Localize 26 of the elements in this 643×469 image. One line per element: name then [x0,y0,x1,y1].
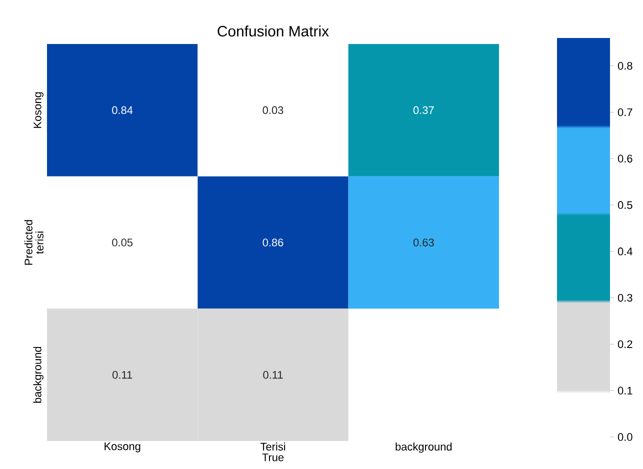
data-label: 0.84 [112,106,133,114]
x-tick-label: Kosong [104,442,140,452]
color-bar-label: 0.8 [618,62,632,70]
color-bar-label: 0.2 [618,340,632,348]
color-bar-label: 0.4 [618,248,632,256]
x-axis-title: True [262,454,284,462]
data-label: 0.03 [262,106,284,114]
data-label: 0.37 [413,106,434,114]
y-tick-label: background [33,346,44,403]
y-tick-label: terisi [35,232,44,254]
color-bar-label: 0.0 [618,433,632,441]
color-bar-label: 0.7 [618,108,632,116]
data-label: 0.11 [112,370,132,379]
x-tick-label: Terisi [260,442,286,451]
data-label: 0.86 [262,238,284,246]
color-bar-label: 0.5 [618,201,632,209]
color-bar-label: 0.6 [618,154,632,163]
data-label: 0.63 [413,238,434,246]
data-label: 0.11 [263,370,283,379]
y-axis-title: Predicted [24,220,32,265]
y-tick-label: Kosong [34,92,44,128]
color-bar-label: 0.1 [618,386,632,394]
x-tick-label: background [396,442,452,453]
chart-title: Confusion Matrix [218,26,329,36]
color-bar-label: 0.3 [618,294,632,302]
data-label: 0.05 [112,238,133,246]
